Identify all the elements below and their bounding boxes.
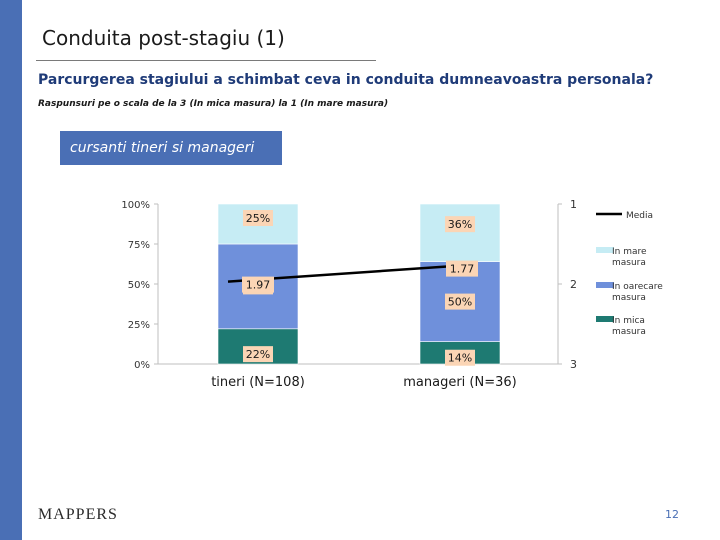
data-label: 36% bbox=[448, 218, 472, 231]
data-label: 25% bbox=[246, 212, 270, 225]
y-tick-label: 100% bbox=[121, 200, 150, 211]
legend-swatch-in-mare-masura bbox=[596, 247, 614, 253]
legend-swatch-in-mica-masura bbox=[596, 316, 614, 322]
data-label: 50% bbox=[448, 296, 472, 309]
media-label-box bbox=[242, 276, 274, 293]
page-number: 12 bbox=[665, 508, 679, 521]
y2-tick-label: 3 bbox=[570, 358, 577, 371]
legend-label-media: Media bbox=[626, 211, 653, 221]
y-tick-label: 75% bbox=[128, 240, 150, 251]
group-label: cursanti tineri si manageri bbox=[60, 131, 282, 165]
media-data-label: 1.77 bbox=[450, 263, 475, 276]
media-label-box bbox=[446, 260, 478, 277]
data-label-box bbox=[445, 216, 475, 233]
y-tick-label: 0% bbox=[134, 360, 150, 371]
y2-tick-label: 2 bbox=[570, 278, 577, 291]
y-tick-label: 25% bbox=[128, 320, 150, 331]
side-accent-bar bbox=[0, 0, 22, 540]
x-tick-label: tineri (N=108) bbox=[211, 375, 305, 390]
survey-question: Parcurgerea stagiului a schimbat ceva in… bbox=[38, 72, 654, 88]
y-tick-label: 50% bbox=[128, 280, 150, 291]
legend-label-in-oarecare-masura: In oarecare masura bbox=[612, 282, 663, 303]
data-label: 22% bbox=[246, 348, 270, 361]
media-data-label: 1.97 bbox=[246, 279, 271, 292]
title-divider bbox=[36, 60, 376, 61]
legend-label-in-mica-masura: In mica masura bbox=[612, 316, 646, 337]
data-label-box bbox=[445, 293, 475, 310]
data-label-box bbox=[243, 346, 273, 363]
y2-tick-label: 1 bbox=[570, 198, 577, 211]
scale-note: Raspunsuri pe o scala de la 3 (In mica m… bbox=[38, 99, 389, 109]
page-title: Conduita post-stagiu (1) bbox=[42, 26, 285, 50]
data-label-box bbox=[445, 349, 475, 366]
data-label-box bbox=[243, 210, 273, 226]
data-label: 14% bbox=[448, 352, 472, 365]
legend-swatch-in-oarecare-masura bbox=[596, 282, 614, 288]
x-tick-label: manageri (N=36) bbox=[403, 375, 516, 390]
mappers-logo: MAPPERS bbox=[38, 506, 118, 523]
bar-segment-in-mare-masura bbox=[419, 203, 501, 262]
legend-label-in-mare-masura: In mare masura bbox=[612, 247, 647, 268]
